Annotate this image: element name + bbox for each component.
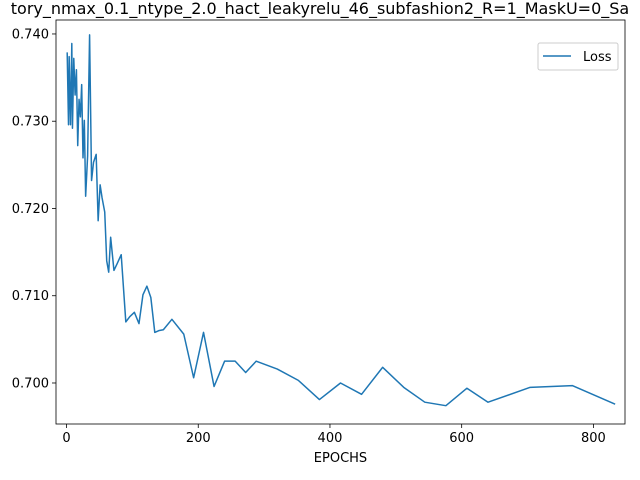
- x-tick-label: 0: [62, 431, 70, 446]
- y-tick-label: 0.720: [12, 202, 49, 217]
- x-tick-label: 800: [581, 431, 606, 446]
- x-tick-label: 200: [186, 431, 211, 446]
- legend-box: [537, 42, 619, 71]
- chart-title: tory_nmax_0.1_ntype_2.0_hact_leakyrelu_4…: [11, 0, 629, 19]
- x-axis-label: EPOCHS: [314, 451, 367, 466]
- legend-label: Loss: [583, 50, 612, 65]
- axes-spines: [55, 19, 626, 425]
- x-tick-label: 600: [449, 431, 474, 446]
- y-axis: 0.700 0.710 0.720 0.730 0.740: [12, 27, 56, 391]
- y-tick-label: 0.730: [12, 115, 49, 130]
- x-tick-label: 400: [318, 431, 343, 446]
- plot-area: [66, 34, 616, 407]
- y-tick-label: 0.700: [12, 376, 49, 391]
- y-tick-label: 0.710: [12, 289, 49, 304]
- legend: Loss: [537, 42, 619, 71]
- axis-labels: EPOCHS: [314, 451, 367, 466]
- chart-title-text: tory_nmax_0.1_ntype_2.0_hact_leakyrelu_4…: [11, 0, 629, 19]
- axes-frame: [55, 19, 626, 425]
- y-tick-label: 0.740: [12, 27, 49, 42]
- x-axis: 0 200 400 600 800: [62, 424, 606, 446]
- series-line-loss: [66, 34, 616, 407]
